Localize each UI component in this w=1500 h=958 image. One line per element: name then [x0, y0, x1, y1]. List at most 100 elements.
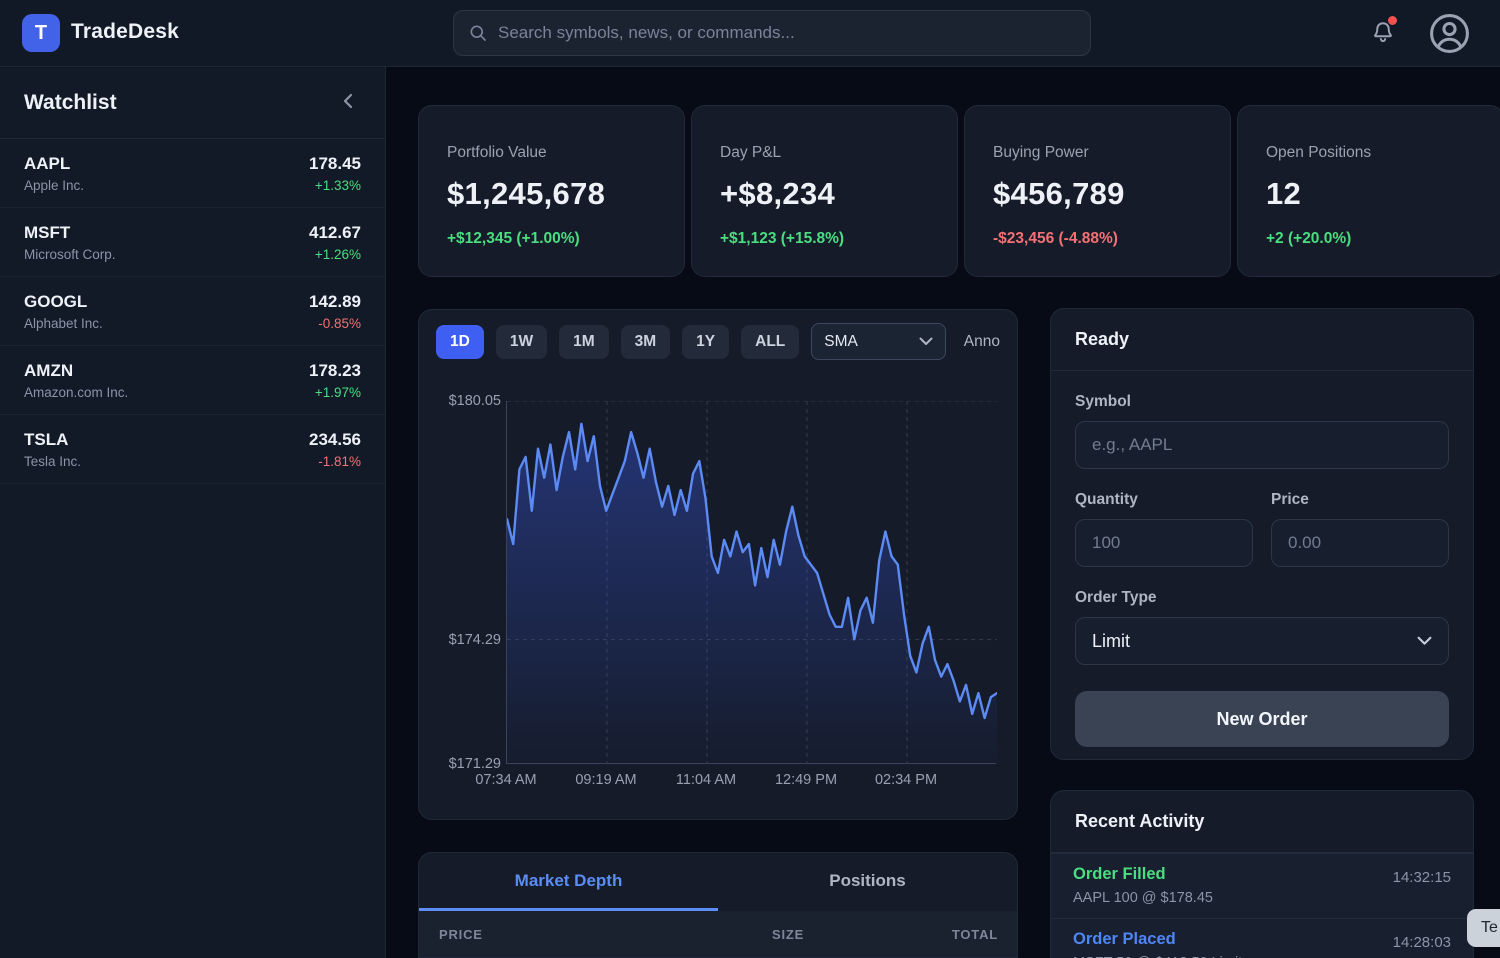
timeframe-1y-button[interactable]: 1Y — [682, 324, 730, 359]
global-search — [453, 10, 1091, 56]
price-input[interactable] — [1271, 519, 1449, 567]
portfolio-stats-row: Portfolio Value $1,245,678 +$12,345 (+1.… — [418, 105, 1500, 277]
symbol: MSFT — [24, 222, 71, 242]
stat-card-open-positions: Open Positions 12 +2 (+20.0%) — [1237, 105, 1500, 277]
stat-change: +$1,123 (+15.8%) — [720, 230, 845, 247]
price: 234.56 — [309, 429, 361, 449]
company-name: Apple Inc. — [24, 177, 85, 193]
x-axis-tick: 07:34 AM — [475, 772, 537, 788]
stat-change: -$23,456 (-4.88%) — [993, 230, 1118, 247]
stat-label: Portfolio Value — [447, 144, 547, 161]
activity-row-order-filled: Order Filled AAPL 100 @ $178.45 14:32:15 — [1051, 853, 1473, 918]
watchlist-item-msft[interactable]: MSFT Microsoft Corp. 412.67 +1.26% — [0, 208, 385, 277]
timeframe-3m-button[interactable]: 3M — [620, 324, 671, 359]
recent-activity-title: Recent Activity — [1051, 791, 1473, 853]
search-input[interactable] — [498, 23, 1076, 43]
y-axis-tick: $171.29 — [448, 756, 501, 772]
notification-dot — [1388, 16, 1397, 25]
company-name: Amazon.com Inc. — [24, 384, 129, 400]
stat-card-buying-power: Buying Power $456,789 -$23,456 (-4.88%) — [964, 105, 1231, 277]
indicator-select[interactable]: SMA — [811, 323, 946, 360]
logo-letter: T — [34, 21, 48, 44]
order-entry-panel: Ready Symbol Quantity Price Order Type L… — [1050, 308, 1474, 760]
order-type-label: Order Type — [1075, 589, 1157, 606]
stat-card-day-pnl: Day P&L +$8,234 +$1,123 (+15.8%) — [691, 105, 958, 277]
chevron-down-icon — [1417, 636, 1432, 645]
column-header-price: PRICE — [439, 927, 483, 942]
user-avatar-button[interactable] — [1428, 12, 1471, 55]
watchlist-title: Watchlist — [24, 90, 117, 114]
timeframe-1d-button[interactable]: 1D — [436, 324, 484, 359]
order-type-value: Limit — [1092, 630, 1131, 651]
tab-positions[interactable]: Positions — [718, 853, 1017, 911]
chevron-left-icon — [343, 93, 353, 108]
toast-notification-clipped: Te — [1467, 909, 1500, 947]
chevron-down-icon — [919, 337, 933, 345]
timeframe-all-button[interactable]: ALL — [741, 324, 800, 359]
quantity-input[interactable] — [1075, 519, 1253, 567]
bell-icon — [1374, 21, 1392, 42]
app-logo: T — [22, 14, 60, 52]
company-name: Alphabet Inc. — [24, 315, 103, 331]
recent-activity-panel: Recent Activity Order Filled AAPL 100 @ … — [1050, 790, 1474, 958]
toast-text: Te — [1481, 919, 1498, 936]
activity-time: 14:28:03 — [1392, 934, 1451, 951]
timeframe-1w-button[interactable]: 1W — [495, 324, 548, 359]
activity-detail: MSFT 50 @ $412.50 Limit — [1073, 955, 1242, 958]
chart-toolbar: 1D 1W 1M 3M 1Y ALL SMA Anno — [419, 310, 1017, 360]
stat-value: $1,245,678 — [447, 176, 606, 211]
watchlist-item-aapl[interactable]: AAPL Apple Inc. 178.45 +1.33% — [0, 139, 385, 208]
price: 142.89 — [309, 291, 361, 311]
stat-label: Open Positions — [1266, 144, 1372, 161]
annotations-label-clipped[interactable]: Anno — [963, 332, 1000, 350]
stat-value: +$8,234 — [720, 176, 836, 211]
sidebar-collapse-button[interactable] — [335, 89, 361, 117]
depth-table-header: PRICE SIZE TOTAL — [419, 911, 1017, 957]
watchlist-item-tsla[interactable]: TSLA Tesla Inc. 234.56 -1.81% — [0, 415, 385, 484]
symbol: TSLA — [24, 429, 69, 449]
x-axis-tick: 12:49 PM — [774, 772, 838, 788]
stat-change: +$12,345 (+1.00%) — [447, 230, 580, 247]
bottom-tabs: Market Depth Positions — [419, 853, 1017, 911]
symbol: GOOGL — [24, 291, 88, 311]
price: 178.45 — [309, 153, 361, 173]
x-axis-tick: 11:04 AM — [675, 772, 737, 788]
symbol-label: Symbol — [1075, 393, 1131, 410]
price: 178.23 — [309, 360, 361, 380]
quantity-label: Quantity — [1075, 491, 1138, 508]
y-axis-tick: $180.05 — [448, 393, 501, 409]
order-type-select[interactable]: Limit — [1075, 617, 1449, 665]
watchlist-sidebar: Watchlist AAPL Apple Inc. 178.45 +1.33% … — [0, 67, 386, 958]
price-chart-plot[interactable] — [505, 400, 999, 764]
stat-value: 12 — [1266, 176, 1302, 211]
market-depth-panel: Market Depth Positions PRICE SIZE TOTAL — [418, 852, 1018, 958]
search-icon — [470, 25, 486, 41]
stat-label: Day P&L — [720, 144, 782, 161]
activity-detail: AAPL 100 @ $178.45 — [1073, 890, 1213, 906]
change: +1.97% — [314, 384, 361, 400]
change: +1.26% — [314, 246, 361, 262]
activity-event: Order Placed — [1073, 930, 1176, 948]
activity-event: Order Filled — [1073, 865, 1166, 883]
symbol: AMZN — [24, 360, 74, 380]
notifications-button[interactable] — [1363, 14, 1403, 54]
app-title: TradeDesk — [71, 20, 180, 43]
stat-label: Buying Power — [993, 144, 1089, 161]
new-order-button[interactable]: New Order — [1075, 691, 1449, 747]
stat-change: +2 (+20.0%) — [1266, 230, 1352, 247]
watchlist-item-amzn[interactable]: AMZN Amazon.com Inc. 178.23 +1.97% — [0, 346, 385, 415]
price-area-chart — [505, 400, 999, 764]
activity-row-order-placed: Order Placed MSFT 50 @ $412.50 Limit 14:… — [1051, 918, 1473, 958]
y-axis-tick: $174.29 — [448, 632, 501, 648]
price-label: Price — [1271, 491, 1309, 508]
x-axis-tick: 09:19 AM — [575, 772, 637, 788]
column-header-total: TOTAL — [951, 927, 998, 942]
watchlist-item-googl[interactable]: GOOGL Alphabet Inc. 142.89 -0.85% — [0, 277, 385, 346]
indicator-value: SMA — [824, 332, 858, 350]
tab-market-depth[interactable]: Market Depth — [419, 853, 718, 911]
order-status: Ready — [1051, 309, 1473, 371]
symbol-input[interactable] — [1075, 421, 1449, 469]
timeframe-1m-button[interactable]: 1M — [559, 324, 609, 359]
x-axis-tick: 02:34 PM — [874, 772, 938, 788]
watchlist-header: Watchlist — [0, 67, 385, 139]
